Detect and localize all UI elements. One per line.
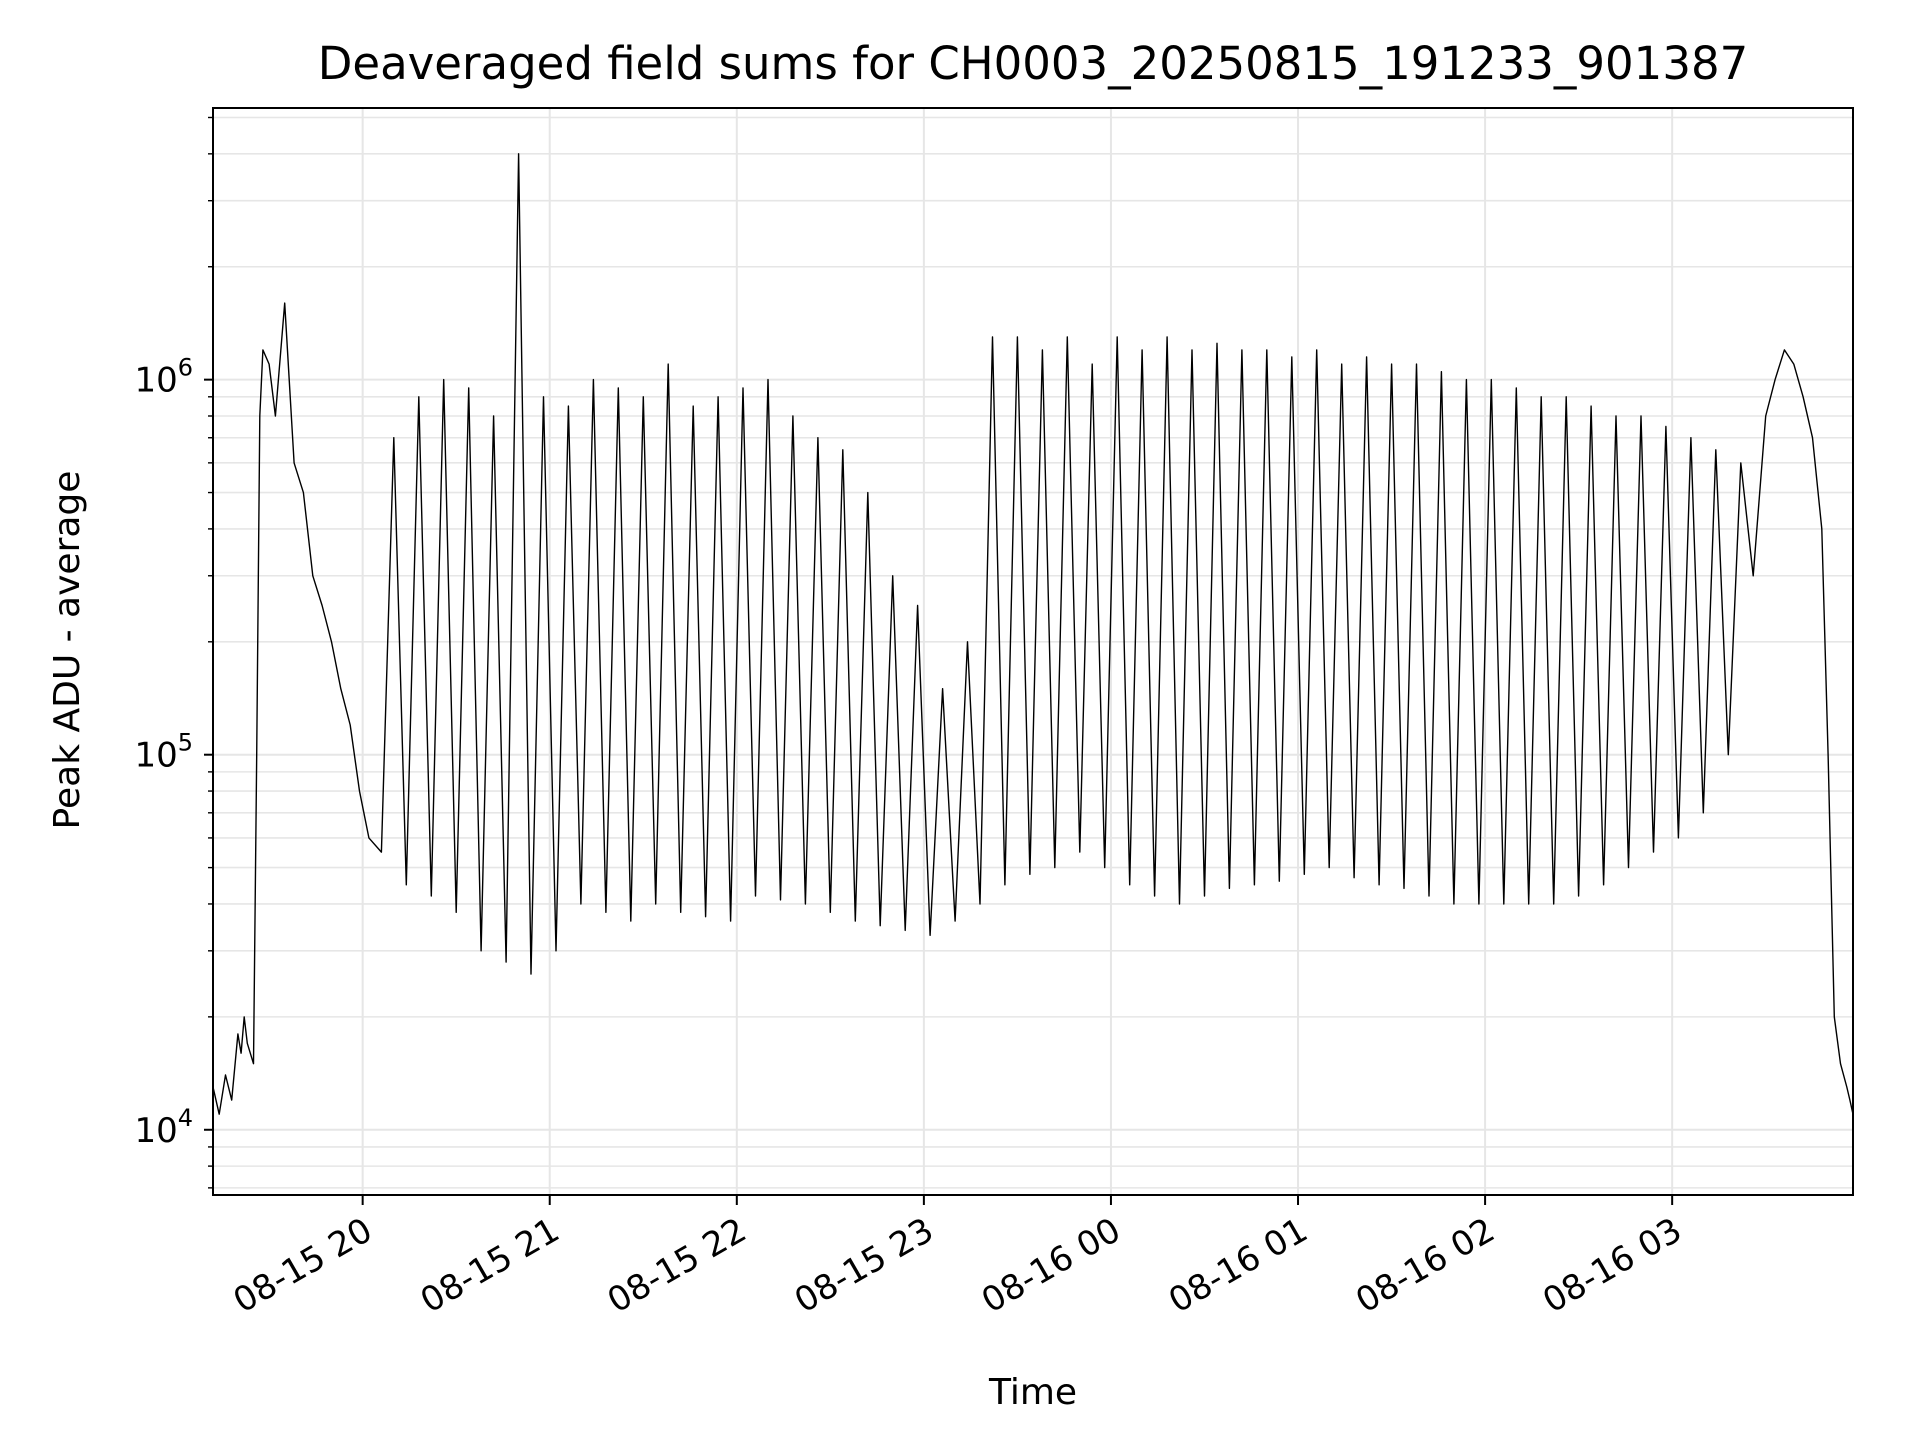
x-axis-label: Time: [988, 1372, 1077, 1413]
y-tick-label: 104: [134, 1104, 193, 1151]
y-tick-label: 106: [134, 354, 193, 401]
plot-frame: [212, 107, 1854, 1196]
y-axis-ticks: 104 105 106: [134, 116, 213, 1189]
data-series: [212, 153, 1854, 1115]
chart-title: Deaveraged field sums for CH0003_2025081…: [318, 37, 1748, 90]
y-tick-label: 105: [134, 729, 193, 776]
y-axis-label: Peak ADU - average: [47, 471, 88, 830]
grid-lines: [213, 108, 1853, 1195]
series-line: [212, 153, 1854, 1115]
